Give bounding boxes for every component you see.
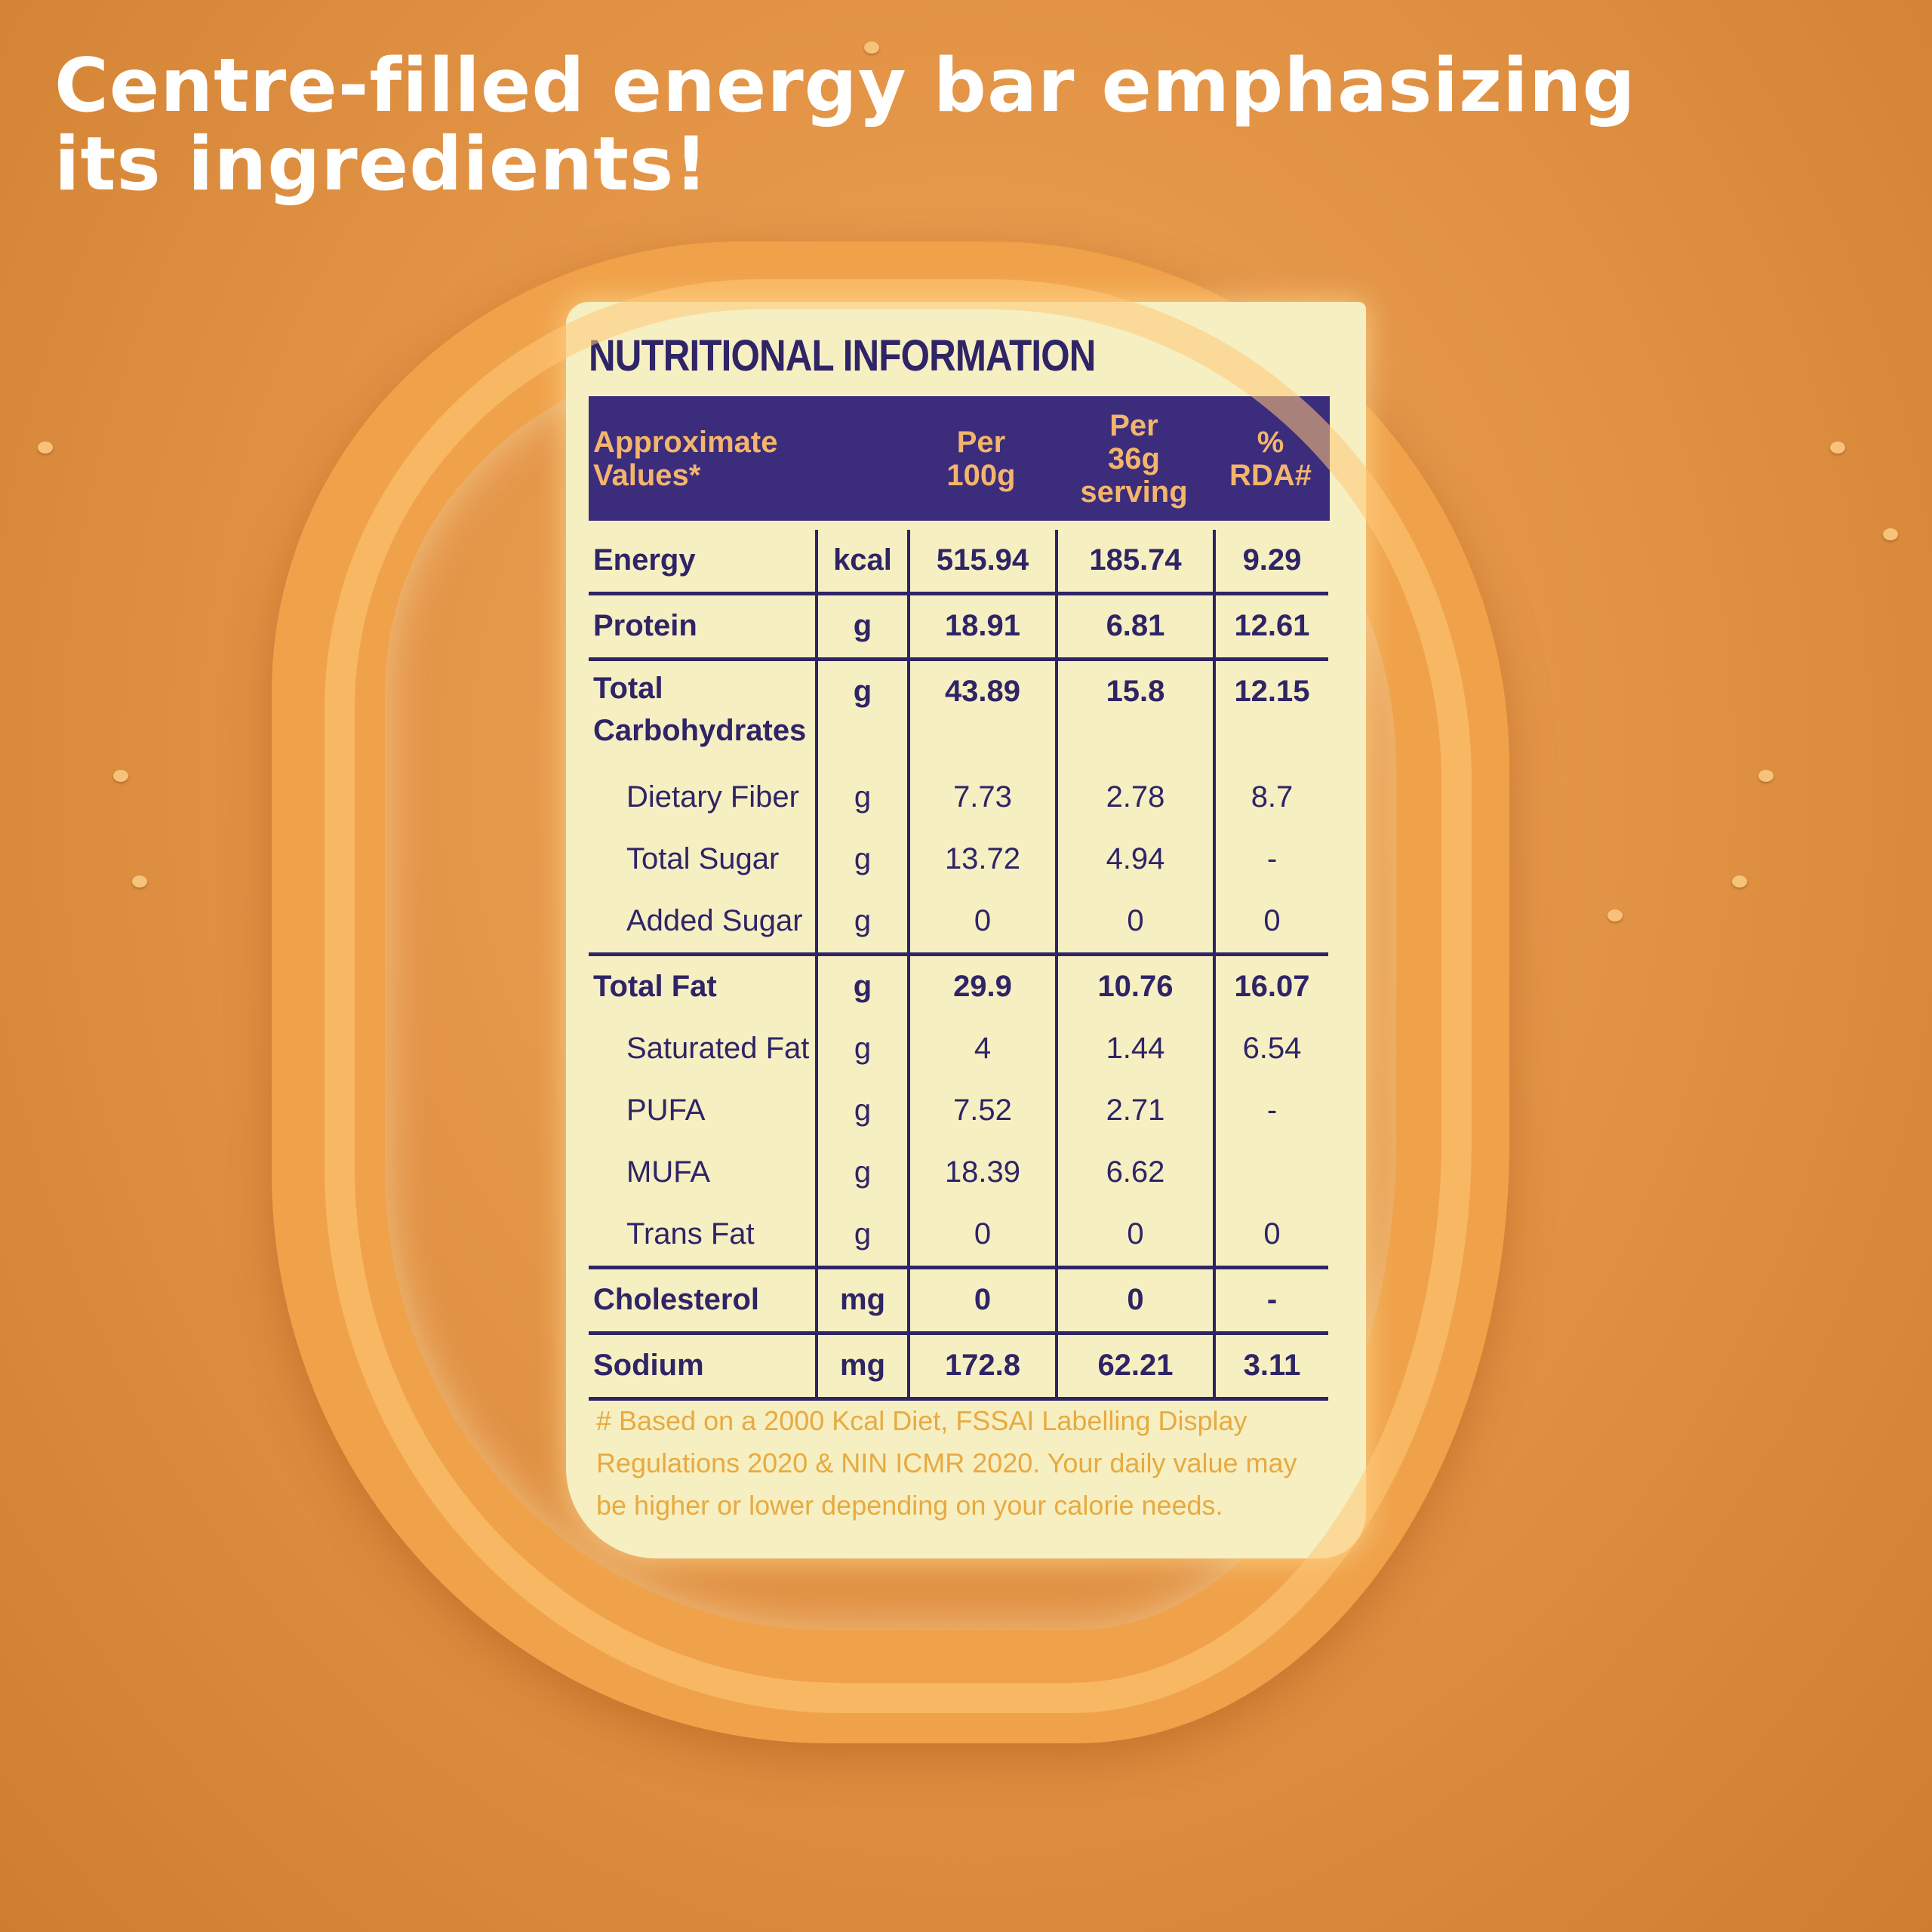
table-row: Saturated Fat g 4 1.44 6.54 [589, 1018, 1328, 1080]
caramel-droplet [864, 42, 879, 54]
nutrient-name: Total Fat [593, 970, 717, 1003]
headline-line-2: its ingredients! [54, 122, 709, 208]
headline-line-1: Centre-filled energy bar emphasizing [54, 43, 1636, 129]
rda-value: 6.54 [1213, 1018, 1328, 1080]
per-serving-value: 10.76 [1055, 956, 1213, 1018]
per-100g-value: 4 [907, 1018, 1055, 1080]
unit: g [815, 956, 907, 1018]
table-row: Total Fat g 29.9 10.76 16.07 [589, 956, 1328, 1018]
unit: g [815, 1018, 907, 1080]
caramel-droplet [1830, 441, 1845, 454]
caramel-droplet [1607, 909, 1623, 921]
caramel-swirl-highlight [325, 279, 1472, 1713]
caramel-droplet [1732, 875, 1747, 888]
per-serving-value: 1.44 [1055, 1018, 1213, 1080]
caramel-droplet [132, 875, 147, 888]
headline: Centre-filled energy bar emphasizing its… [54, 47, 1636, 204]
per-100g-value: 29.9 [907, 956, 1055, 1018]
nutrient-name: Saturated Fat [626, 1032, 810, 1065]
caramel-droplet [38, 441, 53, 454]
caramel-droplet [113, 770, 128, 782]
rda-value: 16.07 [1213, 956, 1328, 1018]
caramel-droplet [1758, 770, 1774, 782]
caramel-droplet [1883, 528, 1898, 540]
